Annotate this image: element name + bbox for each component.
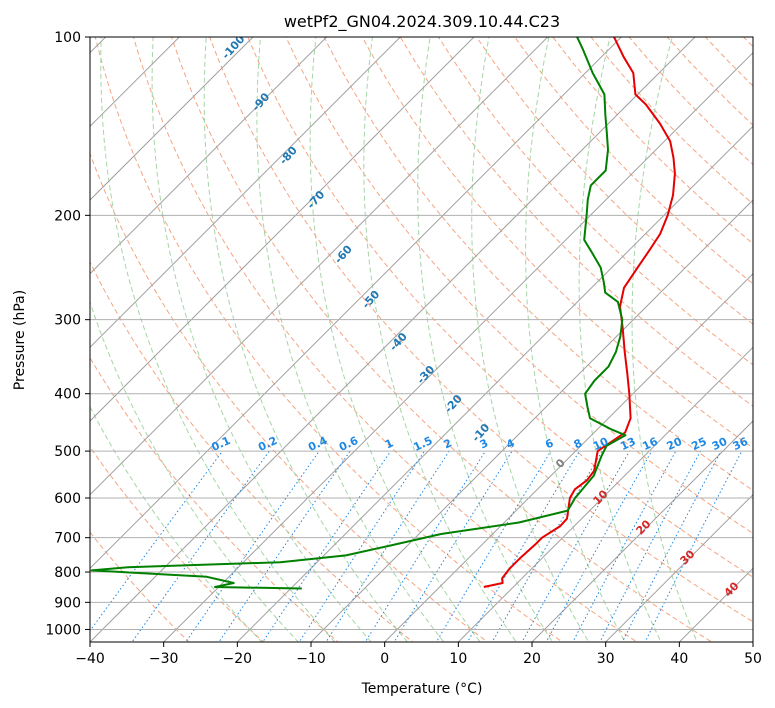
dry-adiabat-line [132, 37, 638, 642]
isotherm-line [90, 37, 475, 422]
moist-adiabat-line [471, 37, 590, 642]
temperature-profile-line [483, 37, 676, 588]
x-tick-label: 0 [380, 651, 389, 667]
dry-adiabat-line [755, 10, 775, 654]
y-tick-label: 900 [54, 595, 81, 611]
isotherm-line [90, 37, 696, 642]
x-tick-label: −30 [149, 651, 179, 667]
background-reference-lines [0, 10, 775, 654]
isotherm-line [531, 420, 753, 642]
isotherm-line [0, 10, 59, 654]
x-tick-label: −10 [296, 651, 326, 667]
dry-adiabat-line [475, 37, 753, 325]
y-tick-label: 400 [54, 387, 81, 403]
isotherm-line [604, 493, 753, 642]
dry-adiabat-line [170, 37, 713, 642]
plot-background [90, 37, 753, 642]
y-axis-ticks: 100 200 300 400 500 600 700 800 900 1000 [45, 30, 90, 638]
moist-adiabat-line [363, 37, 517, 642]
moist-adiabat-line [90, 405, 263, 642]
mixing-ratio-label: 16 [640, 435, 660, 453]
dry-adiabat-line [90, 446, 265, 642]
x-tick-label: 50 [744, 651, 762, 667]
y-tick-label: 600 [54, 491, 81, 507]
isotherm-line [162, 51, 753, 642]
isotherm-line [383, 272, 753, 642]
dry-adiabat-line [399, 37, 753, 407]
dry-adiabat-line [514, 37, 753, 285]
y-tick-label: 800 [54, 565, 81, 581]
moist-adiabat-line [417, 37, 554, 642]
x-tick-label: −20 [223, 651, 253, 667]
y-tick-label: 1000 [45, 622, 81, 638]
isotherm-line [90, 37, 623, 570]
moist-adiabat-line [151, 37, 372, 642]
y-tick-label: 700 [54, 531, 81, 547]
dry-adiabat-line [90, 260, 414, 642]
mixing-ratio-label: 10 [591, 435, 611, 453]
isotherm-line [90, 37, 328, 275]
x-tick-label: 20 [523, 651, 541, 667]
isotherm-line [236, 125, 753, 642]
isotherm-line [90, 37, 549, 496]
isotherm-line [90, 37, 254, 201]
dewpoint-profile-line [90, 37, 627, 590]
moist-adiabat-line [203, 37, 409, 642]
mixing-ratio-label: 20 [665, 435, 685, 453]
x-tick-label: −40 [75, 651, 105, 667]
dry-adiabat-line [94, 37, 564, 642]
isotherm-line [90, 37, 181, 128]
pressure-gridlines [90, 37, 753, 630]
dry-adiabat-line [90, 531, 190, 642]
x-tick-label: 40 [670, 651, 688, 667]
mixing-ratio-label: 36 [731, 435, 751, 453]
chart-title: wetPf2_GN04.2024.309.10.44.C23 [284, 12, 560, 32]
mixing-ratio-label: 13 [618, 435, 637, 453]
plot-frame [89, 36, 754, 643]
y-tick-label: 300 [54, 313, 81, 329]
moist-adiabat-line [256, 37, 445, 642]
dry-adiabat-line [285, 37, 753, 535]
y-tick-label: 200 [54, 208, 81, 224]
y-tick-label: 100 [54, 30, 81, 46]
dry-adiabat-line [361, 37, 753, 449]
sounding-profiles [90, 37, 676, 590]
x-tick-label: 10 [449, 651, 467, 667]
moist-adiabat-line [309, 37, 481, 642]
moist-adiabat-line [525, 37, 626, 642]
isotherm-line [457, 346, 753, 642]
mixing-ratio-label: 30 [710, 435, 730, 453]
y-axis-label: Pressure (hPa) [12, 290, 28, 390]
moist-adiabat-line [100, 37, 336, 642]
moist-adiabat-line [90, 300, 299, 642]
x-axis-label: Temperature (°C) [361, 681, 483, 697]
isotherm-line [90, 37, 402, 349]
x-axis-ticks: −40 −30 −20 −10 0 10 20 30 40 50 [75, 642, 762, 667]
moist-adiabat-line [578, 37, 662, 642]
x-tick-label: 30 [597, 651, 615, 667]
y-tick-label: 500 [54, 444, 81, 460]
mixing-ratio-label: 25 [689, 435, 708, 453]
